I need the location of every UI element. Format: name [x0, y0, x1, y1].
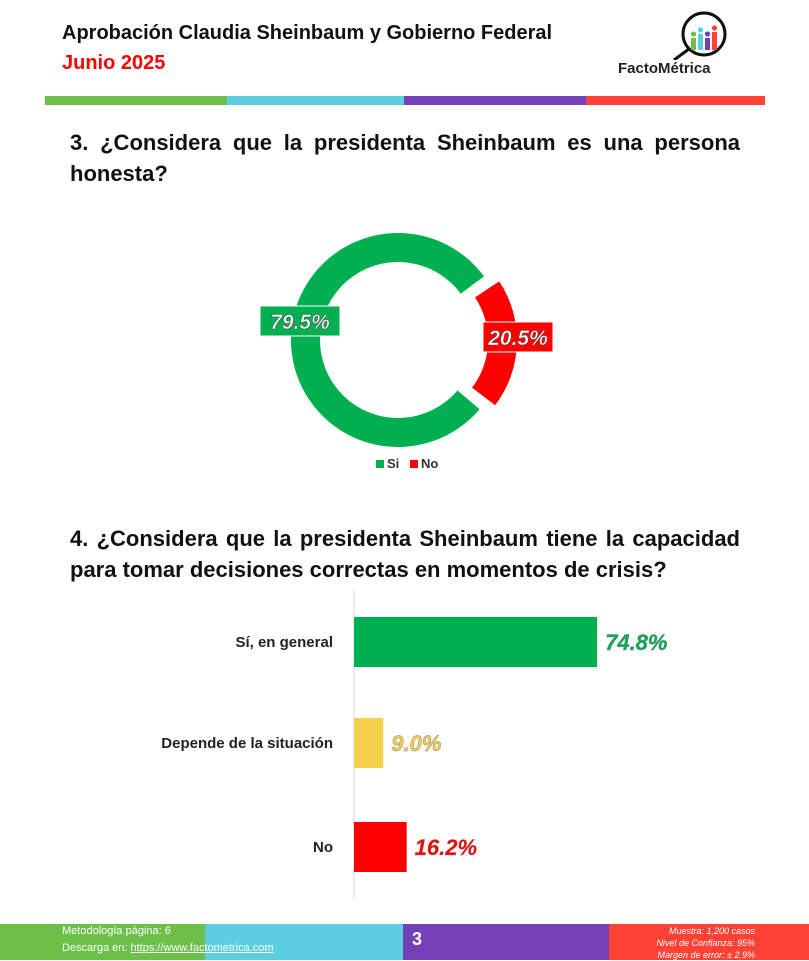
- sample-size: Muestra: 1,200 casos: [668, 926, 755, 936]
- stripe-red: [586, 96, 765, 105]
- legend-si-swatch: [376, 460, 384, 468]
- bar: [354, 718, 384, 768]
- confidence-level: Nivel de Confianza: 95%: [656, 938, 755, 948]
- bar-category-label: No: [313, 839, 333, 856]
- question-3-text: 3. ¿Considera que la presidenta Sheinbau…: [70, 130, 740, 186]
- methodology-note: Metodología página: 6: [62, 925, 171, 937]
- stripe-cyan: [227, 96, 404, 105]
- donut-data-label: 79.5%: [270, 311, 330, 334]
- footer-green: [0, 924, 205, 960]
- stripe-green: [45, 96, 227, 105]
- error-margin: Margen de error: ± 2.9%: [657, 950, 755, 960]
- legend-no-label: No: [421, 456, 438, 471]
- bar-data-label: 9.0%: [391, 731, 441, 756]
- magnifier-logo-icon: [673, 11, 727, 60]
- legend-no-swatch: [410, 460, 418, 468]
- download-note: Descarga en: https://www.factometrica.co…: [62, 942, 274, 954]
- donut-chart: 79.5% 20.5% Si No: [259, 233, 554, 471]
- donut-slice-si: [291, 233, 485, 447]
- logo-text: FactoMétrica: [618, 60, 711, 77]
- footer-red: [609, 924, 809, 960]
- bar: [354, 617, 598, 667]
- download-prefix: Descarga en:: [62, 942, 131, 954]
- donut-label-box: [259, 305, 341, 337]
- question-4: 4. ¿Considera que la presidenta Sheinbau…: [70, 523, 740, 585]
- donut-label-box: [482, 321, 554, 353]
- bar: [354, 822, 407, 872]
- page-number: 3: [412, 929, 423, 949]
- report-title: Aprobación Claudia Sheinbaum y Gobierno …: [62, 22, 553, 44]
- donut-data-label: 20.5%: [487, 327, 548, 350]
- footer-purple: [403, 924, 609, 960]
- question-3: 3. ¿Considera que la presidenta Sheinbau…: [70, 127, 740, 189]
- bar-data-label: 16.2%: [415, 835, 477, 860]
- bar-data-label: 74.8%: [605, 630, 667, 655]
- bar-category-label: Depende de la situación: [161, 735, 333, 752]
- report-date: Junio 2025: [62, 52, 166, 74]
- footer-cyan: [205, 924, 403, 960]
- bar-chart: Sí, en general 74.8% Depende de la situaci…: [161, 590, 668, 900]
- question-4-text: 4. ¿Considera que la presidenta Sheinbau…: [70, 526, 740, 582]
- legend-si-label: Si: [387, 456, 399, 471]
- stripe-purple: [404, 96, 586, 105]
- bar-category-label: Sí, en general: [235, 634, 333, 651]
- download-link[interactable]: https://www.factometrica.com: [130, 942, 274, 954]
